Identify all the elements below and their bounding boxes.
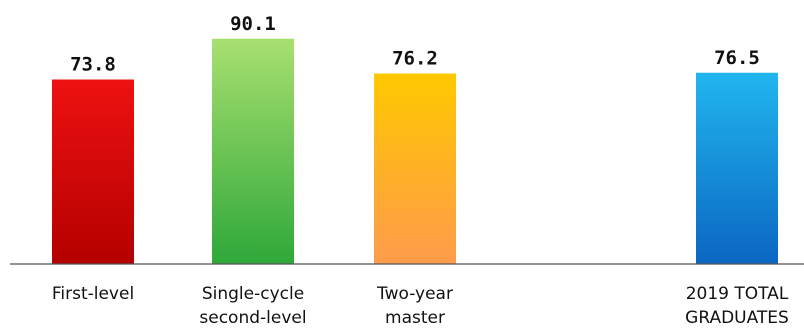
bar-0 — [52, 79, 134, 264]
category-label-1-line-1: second-level — [199, 308, 306, 328]
bars-group — [52, 38, 778, 264]
bar-3 — [696, 72, 778, 264]
category-label-3-line-0: 2019 TOTAL — [686, 284, 789, 304]
category-label-2-line-1: master — [385, 308, 445, 328]
category-label-1-line-0: Single-cycle — [202, 284, 304, 304]
category-label-0-line-0: First-level — [52, 284, 134, 304]
bar-2 — [374, 73, 456, 264]
data-label-1: 90.1 — [230, 13, 276, 35]
category-label-3-line-1: GRADUATES — [685, 308, 789, 328]
data-label-2: 76.2 — [392, 48, 438, 70]
data-label-3: 76.5 — [714, 47, 760, 69]
labels-group: 73.8 First-level 90.1 Single-cycle second-le… — [52, 13, 789, 328]
bar-1 — [212, 38, 294, 264]
category-label-2-line-0: Two-year — [376, 284, 453, 304]
data-label-0: 73.8 — [70, 54, 116, 76]
